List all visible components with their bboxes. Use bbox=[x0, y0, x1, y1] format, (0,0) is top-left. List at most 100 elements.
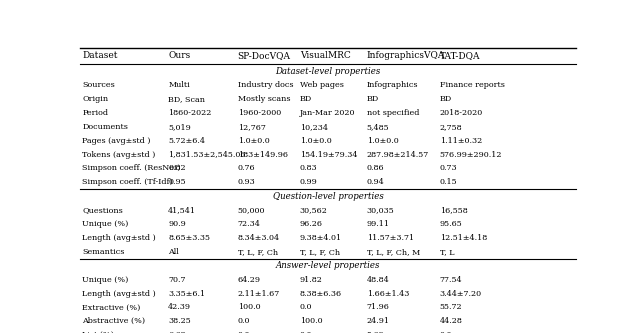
Text: 0.0: 0.0 bbox=[440, 331, 452, 333]
Text: 91.82: 91.82 bbox=[300, 276, 323, 284]
Text: Web pages: Web pages bbox=[300, 81, 344, 89]
Text: 12.51±4.18: 12.51±4.18 bbox=[440, 234, 487, 242]
Text: Industry docs: Industry docs bbox=[237, 81, 293, 89]
Text: 55.72: 55.72 bbox=[440, 303, 462, 311]
Text: Jan-Mar 2020: Jan-Mar 2020 bbox=[300, 109, 355, 117]
Text: 1860-2022: 1860-2022 bbox=[168, 109, 212, 117]
Text: Documents: Documents bbox=[83, 123, 129, 131]
Text: Unique (%): Unique (%) bbox=[83, 276, 129, 284]
Text: T, L, F, Ch, M: T, L, F, Ch, M bbox=[367, 248, 420, 256]
Text: Multi: Multi bbox=[168, 81, 190, 89]
Text: 1,831.53±2,545.06: 1,831.53±2,545.06 bbox=[168, 151, 246, 159]
Text: 0.99: 0.99 bbox=[300, 178, 317, 186]
Text: TAT-DQA: TAT-DQA bbox=[440, 52, 480, 61]
Text: 71.96: 71.96 bbox=[367, 303, 390, 311]
Text: 30,562: 30,562 bbox=[300, 206, 328, 214]
Text: Extractive (%): Extractive (%) bbox=[83, 303, 141, 311]
Text: 2,758: 2,758 bbox=[440, 123, 462, 131]
Text: 64.29: 64.29 bbox=[237, 276, 260, 284]
Text: 48.84: 48.84 bbox=[367, 276, 389, 284]
Text: 6.62: 6.62 bbox=[168, 331, 186, 333]
Text: Answer-level properties: Answer-level properties bbox=[276, 261, 380, 270]
Text: 0.0: 0.0 bbox=[300, 331, 312, 333]
Text: 8.65±3.35: 8.65±3.35 bbox=[168, 234, 211, 242]
Text: 183±149.96: 183±149.96 bbox=[237, 151, 288, 159]
Text: Infographics: Infographics bbox=[367, 81, 418, 89]
Text: Ours: Ours bbox=[168, 52, 191, 61]
Text: 2.11±1.67: 2.11±1.67 bbox=[237, 290, 280, 298]
Text: 9.38±4.01: 9.38±4.01 bbox=[300, 234, 342, 242]
Text: 0.93: 0.93 bbox=[237, 178, 255, 186]
Text: BD: BD bbox=[440, 95, 452, 103]
Text: 1.0±0.0: 1.0±0.0 bbox=[300, 137, 332, 145]
Text: SP-DocVQA: SP-DocVQA bbox=[237, 52, 291, 61]
Text: List (%): List (%) bbox=[83, 331, 115, 333]
Text: 0.73: 0.73 bbox=[440, 165, 457, 172]
Text: Dataset: Dataset bbox=[83, 52, 118, 61]
Text: 24.91: 24.91 bbox=[367, 317, 390, 325]
Text: 38.25: 38.25 bbox=[168, 317, 191, 325]
Text: 1960-2000: 1960-2000 bbox=[237, 109, 281, 117]
Text: 10,234: 10,234 bbox=[300, 123, 328, 131]
Text: 11.57±3.71: 11.57±3.71 bbox=[367, 234, 414, 242]
Text: Sources: Sources bbox=[83, 81, 115, 89]
Text: Abstractive (%): Abstractive (%) bbox=[83, 317, 146, 325]
Text: Simpson coeff. (ResNet): Simpson coeff. (ResNet) bbox=[83, 165, 181, 172]
Text: BD: BD bbox=[367, 95, 379, 103]
Text: 5,485: 5,485 bbox=[367, 123, 389, 131]
Text: 287.98±214.57: 287.98±214.57 bbox=[367, 151, 429, 159]
Text: 1.66±1.43: 1.66±1.43 bbox=[367, 290, 409, 298]
Text: BD, Scan: BD, Scan bbox=[168, 95, 205, 103]
Text: 5.69: 5.69 bbox=[367, 331, 385, 333]
Text: 1.0±0.0: 1.0±0.0 bbox=[367, 137, 399, 145]
Text: 0.0: 0.0 bbox=[237, 331, 250, 333]
Text: Mostly scans: Mostly scans bbox=[237, 95, 290, 103]
Text: 576.99±290.12: 576.99±290.12 bbox=[440, 151, 502, 159]
Text: 96.26: 96.26 bbox=[300, 220, 323, 228]
Text: 0.0: 0.0 bbox=[300, 303, 312, 311]
Text: 3.35±6.1: 3.35±6.1 bbox=[168, 290, 205, 298]
Text: 1.11±0.32: 1.11±0.32 bbox=[440, 137, 482, 145]
Text: VisualMRC: VisualMRC bbox=[300, 52, 351, 61]
Text: 50,000: 50,000 bbox=[237, 206, 265, 214]
Text: T, L: T, L bbox=[440, 248, 454, 256]
Text: 42.39: 42.39 bbox=[168, 303, 191, 311]
Text: All: All bbox=[168, 248, 179, 256]
Text: Semantics: Semantics bbox=[83, 248, 125, 256]
Text: not specified: not specified bbox=[367, 109, 419, 117]
Text: 72.34: 72.34 bbox=[237, 220, 260, 228]
Text: Finance reports: Finance reports bbox=[440, 81, 504, 89]
Text: T, L, F, Ch: T, L, F, Ch bbox=[300, 248, 340, 256]
Text: Unique (%): Unique (%) bbox=[83, 220, 129, 228]
Text: Period: Period bbox=[83, 109, 109, 117]
Text: Length (avg±std ): Length (avg±std ) bbox=[83, 290, 156, 298]
Text: 77.54: 77.54 bbox=[440, 276, 462, 284]
Text: 154.19±79.34: 154.19±79.34 bbox=[300, 151, 357, 159]
Text: 3.44±7.20: 3.44±7.20 bbox=[440, 290, 482, 298]
Text: 8.38±6.36: 8.38±6.36 bbox=[300, 290, 342, 298]
Text: 2018-2020: 2018-2020 bbox=[440, 109, 483, 117]
Text: Question-level properties: Question-level properties bbox=[273, 192, 383, 201]
Text: Origin: Origin bbox=[83, 95, 109, 103]
Text: 0.95: 0.95 bbox=[168, 178, 186, 186]
Text: 12,767: 12,767 bbox=[237, 123, 266, 131]
Text: 44.28: 44.28 bbox=[440, 317, 463, 325]
Text: BD: BD bbox=[300, 95, 312, 103]
Text: T, L, F, Ch: T, L, F, Ch bbox=[237, 248, 278, 256]
Text: InfographicsVQA: InfographicsVQA bbox=[367, 52, 445, 61]
Text: 90.9: 90.9 bbox=[168, 220, 186, 228]
Text: Length (avg±std ): Length (avg±std ) bbox=[83, 234, 156, 242]
Text: 95.65: 95.65 bbox=[440, 220, 462, 228]
Text: Dataset-level properties: Dataset-level properties bbox=[275, 67, 381, 76]
Text: 16,558: 16,558 bbox=[440, 206, 467, 214]
Text: 0.0: 0.0 bbox=[237, 317, 250, 325]
Text: 30,035: 30,035 bbox=[367, 206, 394, 214]
Text: 0.86: 0.86 bbox=[367, 165, 384, 172]
Text: 0.15: 0.15 bbox=[440, 178, 457, 186]
Text: Pages (avg±std ): Pages (avg±std ) bbox=[83, 137, 151, 145]
Text: 1.0±0.0: 1.0±0.0 bbox=[237, 137, 269, 145]
Text: 0.94: 0.94 bbox=[367, 178, 385, 186]
Text: Questions: Questions bbox=[83, 206, 124, 214]
Text: Simpson coeff. (Tf-Idf): Simpson coeff. (Tf-Idf) bbox=[83, 178, 173, 186]
Text: 5,019: 5,019 bbox=[168, 123, 191, 131]
